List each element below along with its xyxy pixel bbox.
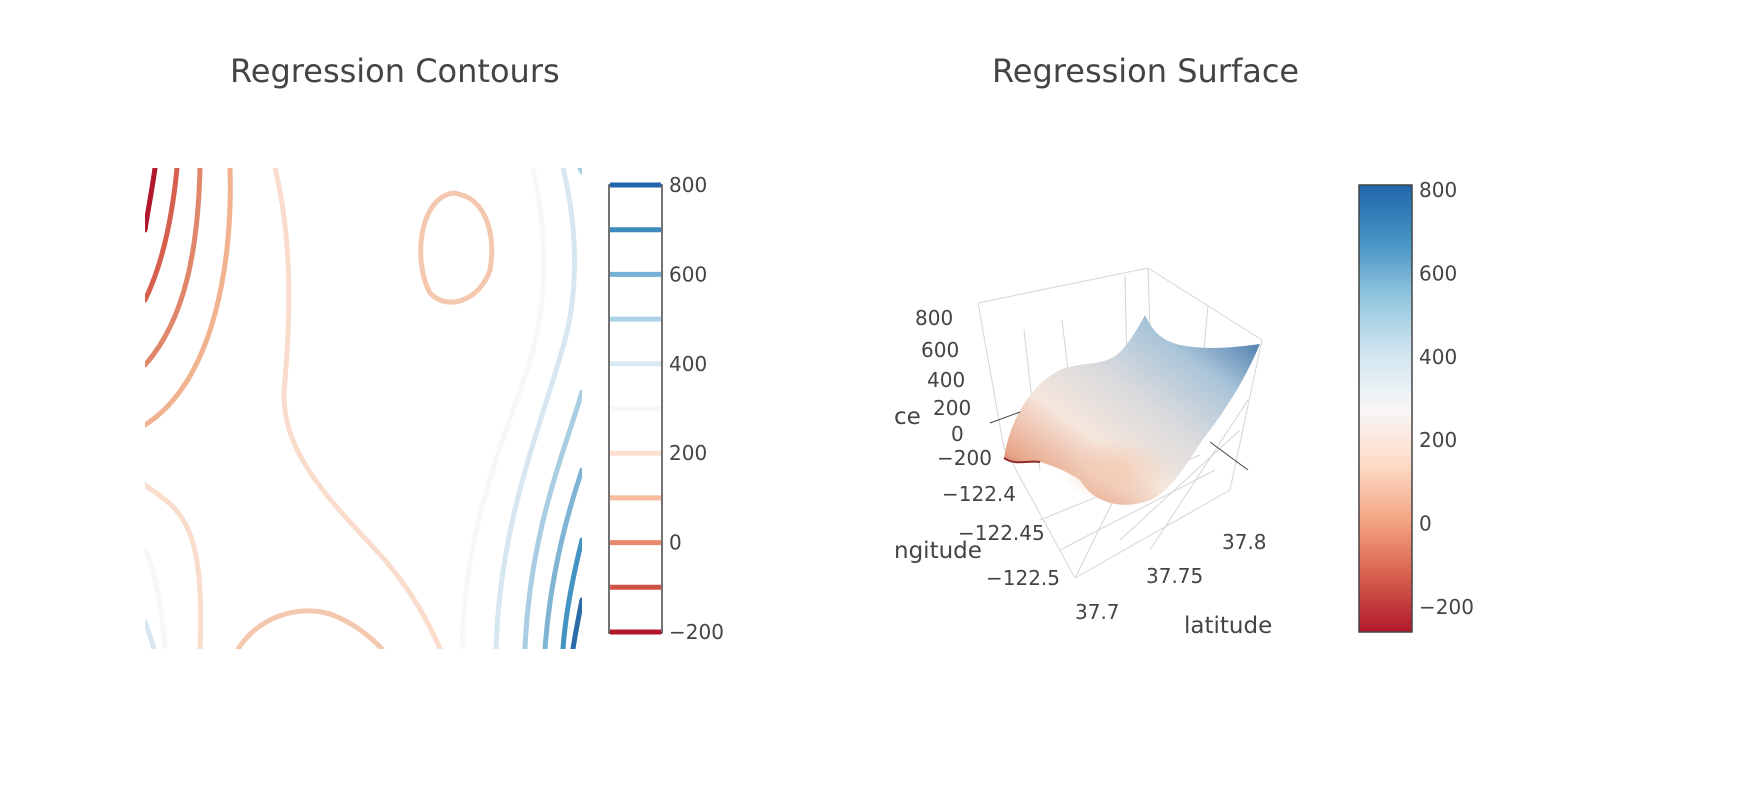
colorbar-tick-label: 0 xyxy=(1419,512,1432,536)
z-tick-label: 0 xyxy=(951,422,964,446)
contour-colorbar-ticks: 800 600 400 200 0 −200 xyxy=(669,173,724,644)
contour-line xyxy=(459,168,547,649)
y-tick-label: −122.5 xyxy=(986,566,1060,590)
colorbar-tick-label: 400 xyxy=(669,352,707,376)
contour-line xyxy=(577,168,582,175)
surface-colorbar-ticks: 800 600 400 200 0 −200 xyxy=(1419,178,1474,619)
colorbar-tick-label: 800 xyxy=(669,173,707,197)
colorbar-tick-label: 400 xyxy=(1419,345,1457,369)
contour-line xyxy=(272,168,443,649)
colorbar-gradient xyxy=(1358,184,1413,633)
surface-plot[interactable] xyxy=(977,267,1263,579)
surface-low-region xyxy=(1060,438,1170,502)
surface-edge-shadow xyxy=(1003,457,1041,464)
contour-line xyxy=(560,537,582,649)
colorbar-tick-label: 600 xyxy=(669,262,707,286)
contour-line xyxy=(145,168,158,233)
surface-colorbar xyxy=(1358,184,1413,633)
x-tick-label: 37.8 xyxy=(1222,530,1267,554)
colorbar-tick-label: −200 xyxy=(1419,595,1474,619)
y-tick-label: −122.45 xyxy=(958,521,1045,545)
contour-line xyxy=(493,168,577,649)
colorbar-tick-label: −200 xyxy=(669,620,724,644)
x-tick-label: 37.75 xyxy=(1146,564,1203,588)
z-tick-label: −200 xyxy=(937,446,992,470)
colorbar-tick-label: 200 xyxy=(669,441,707,465)
contour-line xyxy=(145,168,233,428)
contour-colorbar xyxy=(608,182,663,635)
contour-line xyxy=(145,547,168,649)
contour-line xyxy=(145,168,203,368)
contour-line xyxy=(418,190,495,305)
contour-line xyxy=(235,608,385,649)
surface-x-ticks: 37.7 37.75 37.8 xyxy=(1075,530,1267,624)
contour-plot[interactable] xyxy=(145,168,582,649)
contour-line xyxy=(542,467,582,649)
surface-y-axis-title: ngitude xyxy=(894,538,982,564)
surface-y-ticks: −122.4 −122.45 −122.5 xyxy=(942,482,1060,590)
colorbar-tick-label: 800 xyxy=(1419,178,1457,202)
surface-z-axis-title: ce xyxy=(894,404,921,430)
colorbar-tick-label: 0 xyxy=(669,531,682,555)
surface-x-axis-title: latitude xyxy=(1184,613,1272,639)
y-tick-label: −122.4 xyxy=(942,482,1016,506)
z-tick-label: 200 xyxy=(933,396,971,420)
colorbar-tick-label: 600 xyxy=(1419,261,1457,285)
contour-line xyxy=(145,619,157,649)
colorbar-tick-label: 200 xyxy=(1419,428,1457,452)
z-tick-label: 600 xyxy=(921,338,959,362)
z-tick-label: 400 xyxy=(927,368,965,392)
z-tick-label: 800 xyxy=(915,306,953,330)
contour-line xyxy=(145,168,180,303)
contour-title: Regression Contours xyxy=(230,52,560,90)
x-tick-label: 37.7 xyxy=(1075,600,1120,624)
surface-title: Regression Surface xyxy=(992,52,1300,90)
contour-line xyxy=(145,482,204,649)
contour-line xyxy=(570,597,582,649)
contour-line xyxy=(522,389,582,649)
